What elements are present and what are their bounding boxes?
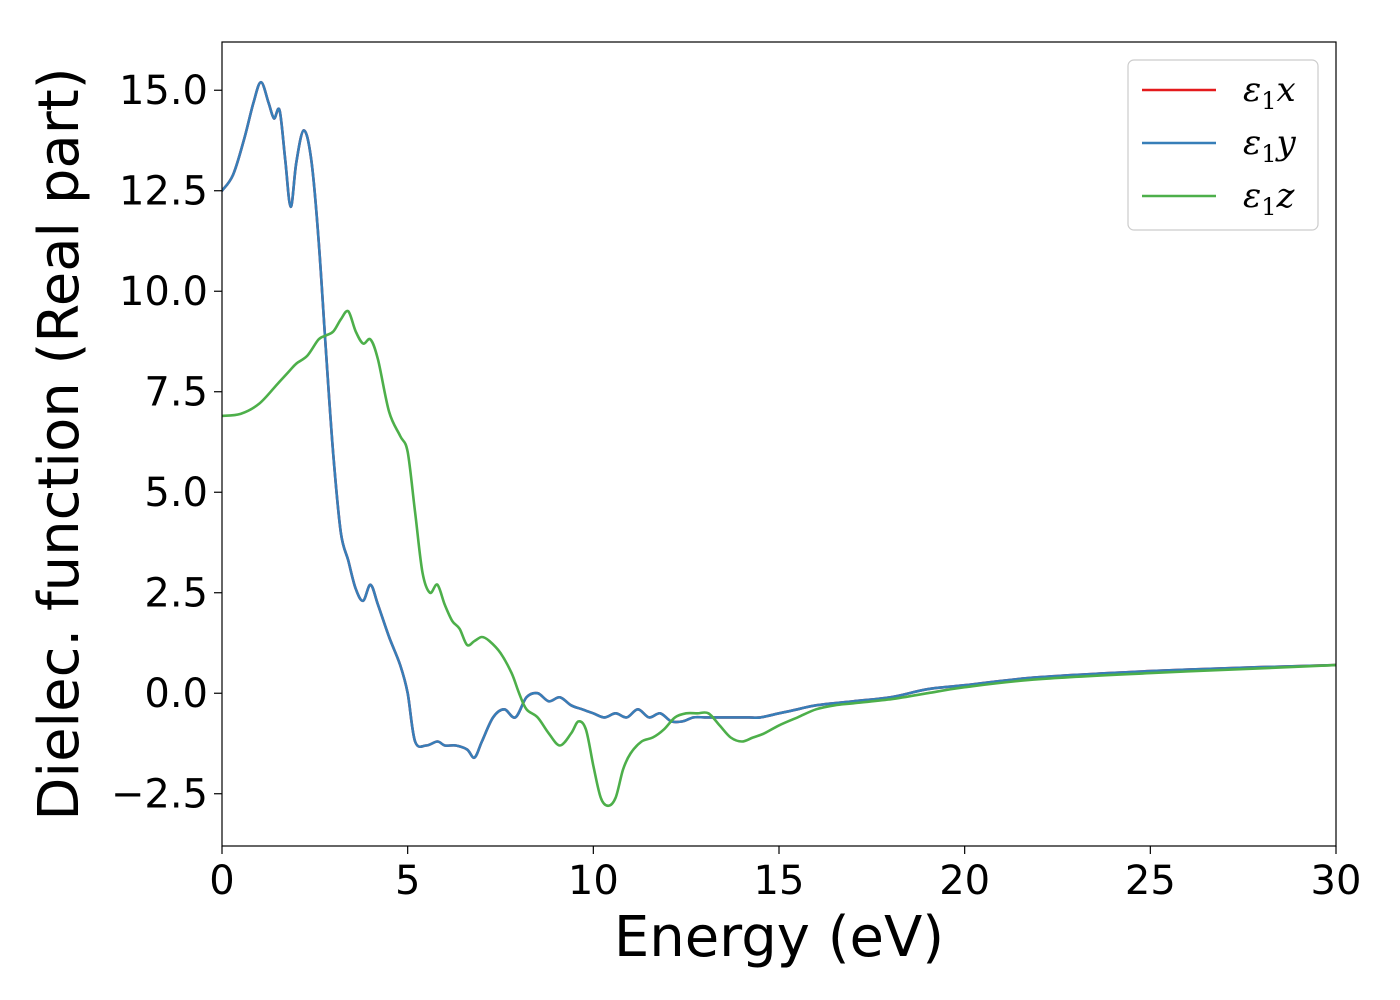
y-tick-label: 5.0 [144, 470, 208, 516]
series-group [222, 80, 1336, 808]
y-tick-label: 10.0 [119, 269, 208, 315]
y-axis-title: Dielec. function (Real part) [27, 67, 92, 820]
series-line-y [222, 80, 1336, 760]
y-tick-label: 15.0 [119, 68, 208, 114]
legend-label-z: ε1z [1243, 176, 1296, 221]
series-layer [222, 80, 1336, 808]
x-tick-label: 10 [568, 858, 619, 904]
y-tick-label: 7.5 [144, 370, 208, 416]
legend-label-y: ε1y [1243, 123, 1297, 168]
x-tick-label: 15 [754, 858, 805, 904]
x-axis-ticks: 0 5 10 15 20 25 30 [209, 846, 1361, 904]
legend: ε1x ε1y ε1z [1127, 59, 1319, 231]
legend-label-x: ε1x [1243, 70, 1296, 115]
y-tick-label: −2.5 [111, 772, 208, 818]
x-axis-title: Energy (eV) [614, 905, 944, 970]
series-line-z [222, 309, 1336, 808]
x-tick-label: 5 [395, 858, 420, 904]
x-tick-label: 30 [1311, 858, 1362, 904]
x-tick-label: 25 [1125, 858, 1176, 904]
y-tick-label: 12.5 [119, 169, 208, 215]
y-axis-ticks: −2.5 0.0 2.5 5.0 7.5 10.0 12.5 15.0 [111, 68, 222, 818]
x-tick-label: 20 [939, 858, 990, 904]
y-tick-label: 0.0 [144, 671, 208, 717]
legend-box [1127, 59, 1319, 231]
x-tick-label: 0 [209, 858, 234, 904]
y-tick-label: 2.5 [144, 571, 208, 617]
